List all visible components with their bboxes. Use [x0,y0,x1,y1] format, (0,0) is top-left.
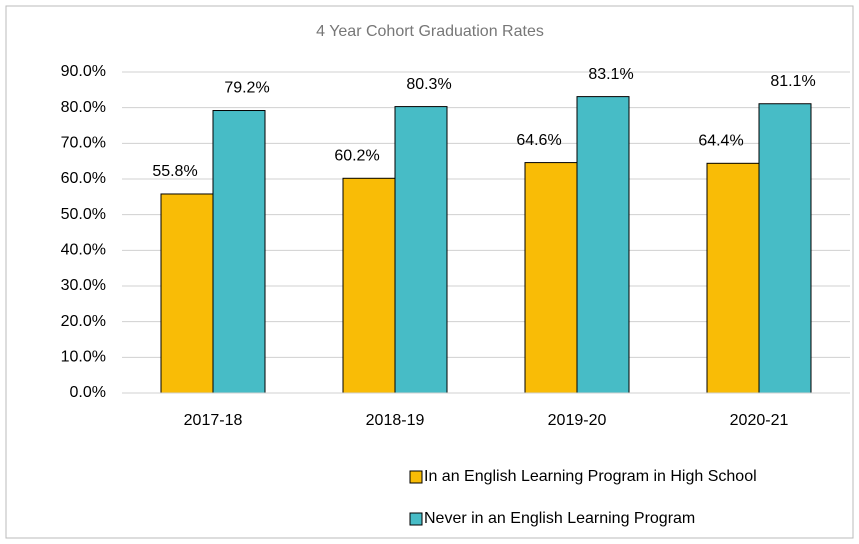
y-tick-label: 20.0% [61,313,106,330]
y-tick-label: 30.0% [61,277,106,294]
chart-title: 4 Year Cohort Graduation Rates [316,23,544,40]
data-label: 80.3% [406,76,451,93]
data-label: 55.8% [152,163,197,180]
x-tick-label: 2019-20 [548,412,607,429]
bar [758,103,812,394]
bar [706,162,760,394]
y-tick-label: 70.0% [61,135,106,152]
bar [212,110,266,394]
legend-swatch [409,470,423,484]
y-tick-label: 0.0% [70,384,106,401]
bar [524,162,578,394]
bar [160,193,214,394]
y-tick-label: 50.0% [61,206,106,223]
data-label: 60.2% [334,148,379,165]
legend-label: Never in an English Learning Program [424,510,695,527]
x-tick-label: 2020-21 [730,412,789,429]
y-tick-label: 60.0% [61,170,106,187]
data-label: 64.4% [698,133,743,150]
legend-label: In an English Learning Program in High S… [424,468,757,485]
y-tick-label: 80.0% [61,99,106,116]
y-tick-label: 40.0% [61,242,106,259]
y-tick-label: 10.0% [61,349,106,366]
y-tick-label: 90.0% [61,63,106,80]
data-label: 81.1% [770,73,815,90]
bar [394,106,448,394]
x-tick-label: 2017-18 [184,412,243,429]
data-label: 83.1% [588,66,633,83]
data-label: 64.6% [516,132,561,149]
bar [342,177,396,394]
data-label: 79.2% [224,80,269,97]
bar [576,96,630,394]
legend-swatch [409,512,423,526]
x-tick-label: 2018-19 [366,412,425,429]
